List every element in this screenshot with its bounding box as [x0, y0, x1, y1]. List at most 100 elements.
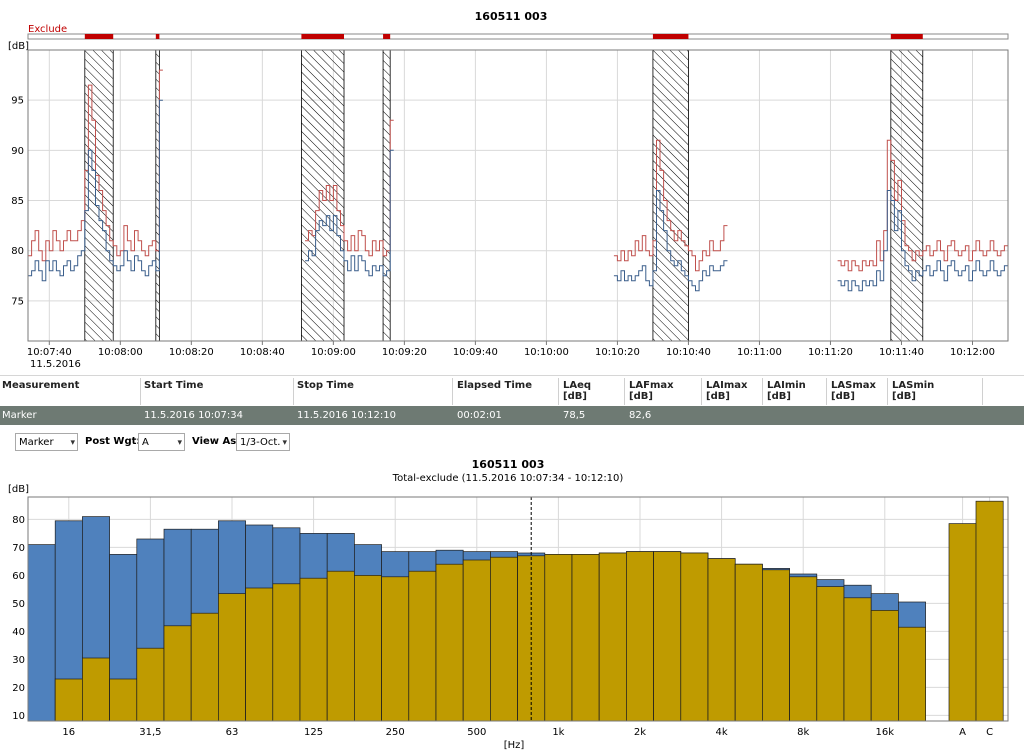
exclude-bar-segment[interactable] [155, 34, 160, 39]
weighted-bar[interactable] [948, 523, 977, 722]
spectrum-bar[interactable] [109, 678, 138, 722]
table-header-cell[interactable]: LAFmax [dB] [629, 380, 674, 402]
spectrum-bar[interactable] [299, 577, 328, 722]
spectrum-bar[interactable] [571, 554, 600, 722]
spectrum-bar[interactable] [789, 576, 818, 722]
table-header-cell[interactable]: Measurement [2, 380, 79, 391]
spectrum-bar[interactable] [843, 597, 872, 722]
time-chart-ylabel: [dB] [8, 41, 29, 52]
spectrum-bar[interactable] [680, 552, 709, 722]
table-cell: Marker [2, 410, 37, 421]
spectrum-y-tick-label: 50 [12, 599, 25, 610]
table-cell: 11.5.2016 10:12:10 [297, 410, 396, 421]
header-label: Start Time [144, 380, 204, 391]
spectrum-bar[interactable] [435, 563, 464, 722]
view-select[interactable]: Marker ▾ [15, 433, 78, 451]
spectrum-y-tick-label: 60 [12, 571, 25, 582]
exclude-region[interactable] [652, 49, 689, 342]
table-header-cell[interactable]: Stop Time [297, 380, 354, 391]
spectrum-bar[interactable] [163, 625, 192, 722]
spectrum-bar[interactable] [54, 678, 83, 722]
time-x-tick-label: 10:08:00 [98, 347, 143, 358]
spectrum-bar[interactable] [272, 583, 301, 722]
exclude-bar-segment[interactable] [383, 34, 391, 39]
exclude-region[interactable] [890, 49, 924, 342]
spectrum-x-tick-label: 500 [467, 727, 486, 738]
header-label: Measurement [2, 380, 80, 391]
header-label: LAImin [767, 380, 806, 391]
column-separator[interactable] [140, 378, 141, 405]
spectrum-bar[interactable] [707, 558, 736, 722]
exclude-region[interactable] [84, 49, 114, 342]
spectrum-bar[interactable] [762, 569, 790, 722]
table-header-cell[interactable]: LASmin [dB] [892, 380, 934, 402]
view-as-label: View As [192, 436, 237, 447]
table-header-cell[interactable]: Elapsed Time [457, 380, 532, 391]
spectrum-bar[interactable] [544, 554, 573, 722]
spectrum-bar[interactable] [598, 552, 627, 722]
table-cell: 82,6 [629, 410, 652, 421]
spectrum-bar[interactable] [898, 626, 926, 722]
column-separator[interactable] [558, 378, 559, 405]
column-separator[interactable] [762, 378, 763, 405]
spectrum-bar[interactable] [816, 586, 845, 722]
spectrum-y-tick-label: 80 [12, 515, 25, 526]
exclude-bar[interactable] [27, 33, 1009, 40]
time-plot-frame [27, 49, 1009, 342]
time-x-tick-label: 10:11:20 [808, 347, 853, 358]
time-x-tick-label: 10:08:20 [169, 347, 214, 358]
spectrum-bar[interactable] [82, 657, 110, 722]
spectrum-chart[interactable]: 160511 003 Total-exclude (11.5.2016 10:0… [0, 455, 1024, 752]
post-wgt-select[interactable]: A ▾ [138, 433, 185, 451]
spectrum-y-tick-label: 20 [12, 683, 25, 694]
chevron-down-icon: ▾ [177, 438, 182, 448]
time-series-line [837, 190, 1009, 292]
spectrum-bar[interactable] [354, 575, 382, 722]
table-header-cell[interactable]: LAeq [dB] [563, 380, 591, 402]
column-separator[interactable] [982, 378, 983, 405]
exclude-bar-segment[interactable] [890, 34, 923, 39]
spectrum-bar[interactable] [190, 612, 219, 722]
exclude-bar-segment[interactable] [652, 34, 689, 39]
time-history-chart[interactable]: 160511 003 Exclude [dB] 75 80 85 90 95 10:07… [0, 0, 1024, 372]
table-header-cell[interactable]: LAImin [dB] [767, 380, 806, 402]
spectrum-bar[interactable] [326, 570, 355, 722]
spectrum-bar[interactable] [626, 551, 654, 722]
view-as-select[interactable]: 1/3-Oct. ▾ [236, 433, 290, 451]
table-header-cell[interactable]: LASmax [dB] [831, 380, 876, 402]
spectrum-bar[interactable] [462, 559, 491, 722]
column-separator[interactable] [826, 378, 827, 405]
spectrum-bar[interactable] [870, 610, 899, 722]
column-separator[interactable] [887, 378, 888, 405]
header-label: Stop Time [297, 380, 354, 391]
table-row[interactable]: Marker 11.5.2016 10:07:34 11.5.2016 10:12:… [0, 406, 1024, 425]
spectrum-bar[interactable] [27, 544, 56, 722]
exclude-region[interactable] [382, 49, 391, 342]
column-separator[interactable] [452, 378, 453, 405]
spectrum-bar[interactable] [381, 576, 410, 722]
exclude-bar-segment[interactable] [84, 34, 114, 39]
header-label: LASmin [892, 380, 935, 391]
time-x-tick-label: 10:12:00 [950, 347, 995, 358]
spectrum-bar[interactable] [136, 647, 165, 722]
spectrum-bar[interactable] [245, 587, 274, 722]
column-separator[interactable] [293, 378, 294, 405]
spectrum-x-tick-label: 16k [876, 727, 895, 738]
spectrum-bar[interactable] [653, 551, 682, 722]
header-unit: [dB] [706, 391, 730, 402]
spectrum-toolbar: Marker ▾ Post Wgt: A ▾ View As 1/3-Oct. … [0, 433, 1024, 455]
time-y-tick-label: 75 [11, 296, 24, 307]
table-header-cell[interactable]: LAImax [dB] [706, 380, 747, 402]
time-x-tick-label: 10:08:40 [240, 347, 285, 358]
spectrum-bar[interactable] [218, 593, 246, 722]
exclude-region[interactable] [155, 49, 160, 342]
table-header-cell[interactable]: Start Time [144, 380, 203, 391]
spectrum-bar[interactable] [408, 570, 437, 722]
column-separator[interactable] [701, 378, 702, 405]
column-separator[interactable] [624, 378, 625, 405]
spectrum-bar[interactable] [490, 556, 518, 722]
weighted-bar[interactable] [975, 500, 1004, 722]
spectrum-bar[interactable] [734, 563, 763, 722]
spectrum-ylabel: [dB] [8, 484, 29, 495]
exclude-bar-segment[interactable] [301, 34, 345, 39]
